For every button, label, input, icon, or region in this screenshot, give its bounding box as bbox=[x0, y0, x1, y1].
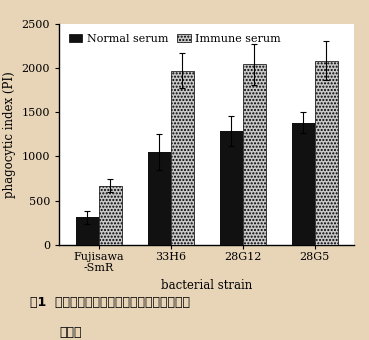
Bar bbox=[170, 71, 194, 245]
Bar bbox=[243, 65, 266, 245]
Y-axis label: phagocytic index (PI): phagocytic index (PI) bbox=[3, 71, 16, 198]
Bar bbox=[99, 186, 122, 245]
Bar bbox=[292, 123, 315, 245]
Bar bbox=[315, 61, 338, 245]
X-axis label: bacterial strain: bacterial strain bbox=[161, 279, 252, 292]
Bar bbox=[76, 217, 99, 245]
Legend: Normal serum, Immune serum: Normal serum, Immune serum bbox=[65, 29, 285, 48]
Text: 貧食能: 貧食能 bbox=[59, 326, 82, 339]
Text: 図1  マウスマクロファージによる豚丹毒菌の: 図1 マウスマクロファージによる豚丹毒菌の bbox=[30, 296, 190, 309]
Bar bbox=[220, 131, 243, 245]
Bar bbox=[148, 152, 170, 245]
